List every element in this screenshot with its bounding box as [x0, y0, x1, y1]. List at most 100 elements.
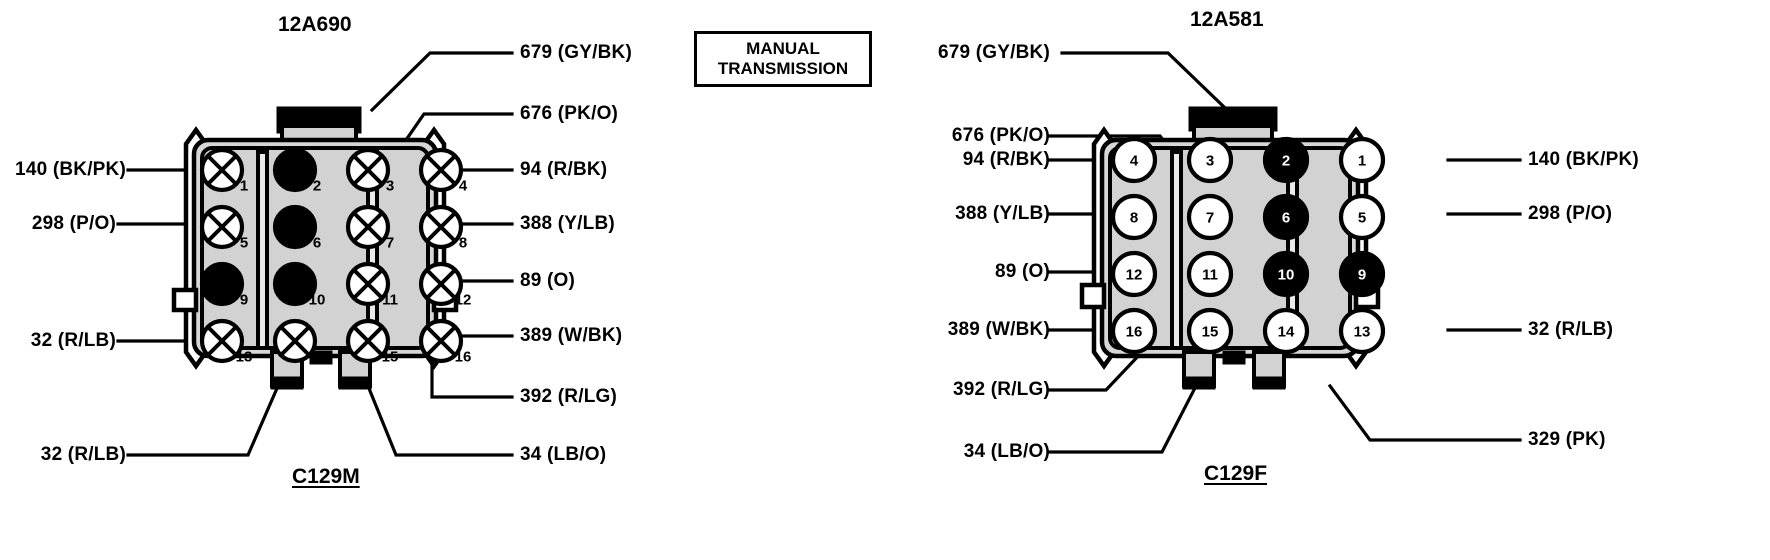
left-connector-body: [171, 106, 459, 390]
pin-number-16: 16: [1126, 324, 1143, 341]
left-leader-lines: [116, 51, 514, 457]
pin-number-2: 2: [313, 178, 321, 195]
pin-6: 6: [1262, 193, 1310, 241]
note-line-2: TRANSMISSION: [717, 58, 849, 78]
pin-14: 14: [1262, 307, 1310, 355]
pin-13: 13: [1338, 307, 1386, 355]
pin-2: 2: [272, 147, 321, 195]
pin-14: 14: [272, 318, 326, 366]
pin-number-8: 8: [459, 235, 467, 252]
pin-number-13: 13: [1354, 324, 1371, 341]
pin-number-9: 9: [1358, 267, 1366, 284]
pin-15: 15: [345, 318, 399, 366]
pin-number-3: 3: [1206, 153, 1214, 170]
left-label-389-w-bk: 389 (W/BK): [520, 325, 623, 346]
pin-number-6: 6: [1282, 210, 1290, 227]
right-label-388-y-lb: 388 (Y/LB): [955, 203, 1050, 224]
right-pin-group: 4 3 2 1 8 7 6 5 12 11 10 9 16 15 14 13: [1110, 136, 1386, 355]
pin-number-2: 2: [1282, 153, 1290, 170]
pin-number-9: 9: [240, 292, 248, 309]
pin-number-12: 12: [1126, 267, 1143, 284]
right-connector-name: C129F: [1204, 462, 1268, 485]
right-label-392-r-lg: 392 (R/LG): [952, 379, 1050, 400]
pin-10: 10: [1262, 250, 1310, 298]
right-label-32-r-lb: 32 (R/LB): [1528, 319, 1614, 340]
pin-11: 11: [345, 261, 398, 309]
pin-12: 12: [1110, 250, 1158, 298]
right-label-329-pk: 329 (PK): [1528, 429, 1606, 450]
pin-number-7: 7: [1206, 210, 1214, 227]
right-label-34-lb-o: 34 (LB/O): [963, 441, 1050, 462]
pin-6: 6: [272, 204, 321, 252]
manual-transmission-note: MANUAL TRANSMISSION: [694, 31, 872, 88]
left-label-32-r-lb-pin13: 32 (R/LB): [30, 330, 116, 351]
pin-number-14: 14: [1278, 324, 1295, 341]
left-label-140-bk-pk: 140 (BK/PK): [15, 159, 126, 180]
pin-number-5: 5: [1358, 210, 1366, 227]
pin-16: 16: [418, 318, 472, 366]
left-connector-part-number: 12A690: [278, 13, 352, 36]
pin-number-1: 1: [1358, 153, 1366, 170]
pin-9: 9: [199, 261, 248, 309]
pin-number-11: 11: [1202, 267, 1218, 284]
right-label-389-w-bk: 389 (W/BK): [947, 319, 1050, 340]
left-label-392-r-lg: 392 (R/LG): [520, 386, 618, 407]
left-label-89-o: 89 (O): [520, 270, 576, 291]
pin-3: 3: [1186, 136, 1234, 184]
pin-number-6: 6: [313, 235, 321, 252]
pin-number-15: 15: [382, 349, 399, 366]
right-label-676-pk-o: 676 (PK/O): [951, 125, 1050, 146]
note-line-1: MANUAL: [746, 39, 820, 58]
pin-1: 1: [1338, 136, 1386, 184]
pin-number-10: 10: [309, 292, 326, 309]
left-connector-name: C129M: [292, 465, 360, 488]
right-label-94-r-bk: 94 (R/BK): [962, 149, 1050, 170]
pin-number-10: 10: [1278, 267, 1295, 284]
right-label-140-bk-pk: 140 (BK/PK): [1528, 149, 1639, 170]
pin-1: 1: [199, 147, 248, 195]
pin-number-1: 1: [240, 178, 248, 195]
right-label-89-o: 89 (O): [994, 261, 1050, 282]
left-label-679-gy-bk: 679 (GY/BK): [520, 42, 633, 63]
pin-number-13: 13: [236, 349, 253, 366]
left-label-32-r-lb-bottom: 32 (R/LB): [40, 444, 126, 465]
pin-number-3: 3: [386, 178, 394, 195]
pin-8: 8: [1110, 193, 1158, 241]
pin-7: 7: [1186, 193, 1234, 241]
pin-number-4: 4: [1130, 153, 1139, 170]
pin-number-8: 8: [1130, 210, 1138, 227]
pin-number-4: 4: [459, 178, 468, 195]
left-label-676-pk-o: 676 (PK/O): [520, 103, 619, 124]
pin-5: 5: [199, 204, 248, 252]
pin-number-7: 7: [386, 235, 394, 252]
pin-number-15: 15: [1202, 324, 1219, 341]
pin-number-14: 14: [309, 349, 326, 366]
pin-number-16: 16: [455, 349, 472, 366]
pin-13: 13: [199, 318, 253, 366]
pin-11: 11: [1186, 250, 1234, 298]
pin-8: 8: [418, 204, 467, 252]
left-label-34-lb-o: 34 (LB/O): [520, 444, 607, 465]
pin-4: 4: [418, 147, 468, 195]
pin-9: 9: [1338, 250, 1386, 298]
left-label-388-y-lb: 388 (Y/LB): [520, 213, 615, 234]
left-label-94-r-bk: 94 (R/BK): [520, 159, 608, 180]
pin-16: 16: [1110, 307, 1158, 355]
pin-7: 7: [345, 204, 394, 252]
pin-number-11: 11: [382, 292, 398, 309]
pin-10: 10: [272, 261, 326, 309]
pin-5: 5: [1338, 193, 1386, 241]
pin-number-5: 5: [240, 235, 248, 252]
left-label-298-p-o: 298 (P/O): [31, 213, 116, 234]
pin-15: 15: [1186, 307, 1234, 355]
right-label-679-gy-bk: 679 (GY/BK): [937, 42, 1050, 63]
pin-12: 12: [418, 261, 472, 309]
right-label-298-p-o: 298 (P/O): [1528, 203, 1613, 224]
pin-4: 4: [1110, 136, 1158, 184]
pin-number-12: 12: [455, 292, 472, 309]
right-connector-part-number: 12A581: [1190, 8, 1264, 31]
pin-2: 2: [1262, 136, 1310, 184]
pin-3: 3: [345, 147, 394, 195]
